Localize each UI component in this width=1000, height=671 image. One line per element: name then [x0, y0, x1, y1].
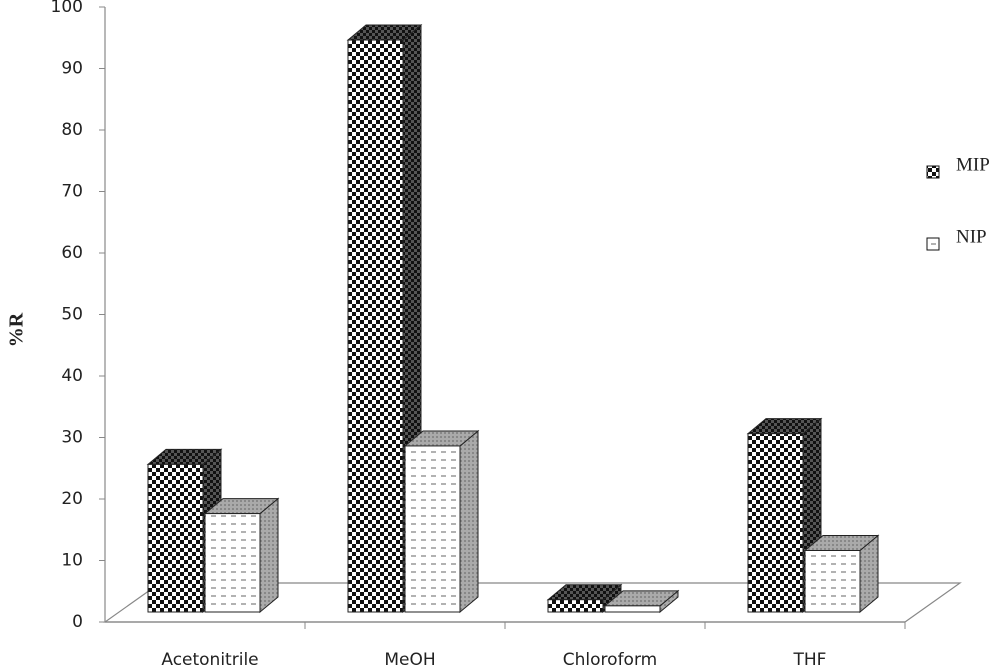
y-tick-label: 60	[61, 243, 83, 263]
legend-label: MIP	[956, 154, 990, 175]
y-axis-label: %R	[6, 312, 28, 347]
y-tick-label: 80	[61, 120, 83, 140]
bar	[546, 583, 623, 614]
y-tick-label: 0	[72, 612, 83, 632]
bar-face	[459, 429, 479, 614]
y-tick-label: 10	[61, 551, 83, 571]
y-tick-label: 30	[61, 428, 83, 448]
bar-face	[347, 39, 404, 613]
y-tick-label: 70	[61, 182, 83, 202]
bar-face	[747, 433, 804, 613]
bar	[803, 534, 880, 614]
y-tick-label: 20	[61, 489, 83, 509]
y-tick-label: 90	[61, 59, 83, 79]
bar-face	[404, 445, 461, 613]
y-tick-label: 40	[61, 366, 83, 386]
bar-face	[147, 463, 204, 613]
x-tick-label: MeOH	[384, 650, 435, 670]
bar-face	[547, 599, 604, 613]
bar	[203, 497, 280, 614]
bar	[603, 589, 680, 614]
bar-face	[259, 497, 279, 614]
bar	[346, 23, 423, 614]
x-tick-label: THF	[793, 650, 827, 670]
legend-label: NIP	[956, 226, 987, 247]
y-tick-label: 100	[51, 0, 83, 17]
bar-face	[204, 513, 261, 613]
bar-face	[604, 605, 661, 613]
legend-swatch	[926, 237, 940, 251]
bar	[403, 429, 480, 614]
bar-face	[804, 550, 861, 613]
legend-swatch	[926, 165, 940, 179]
y-tick-label: 50	[61, 305, 83, 325]
x-tick-label: Acetonitrile	[161, 650, 258, 670]
x-tick-label: Chloroform	[563, 650, 657, 670]
